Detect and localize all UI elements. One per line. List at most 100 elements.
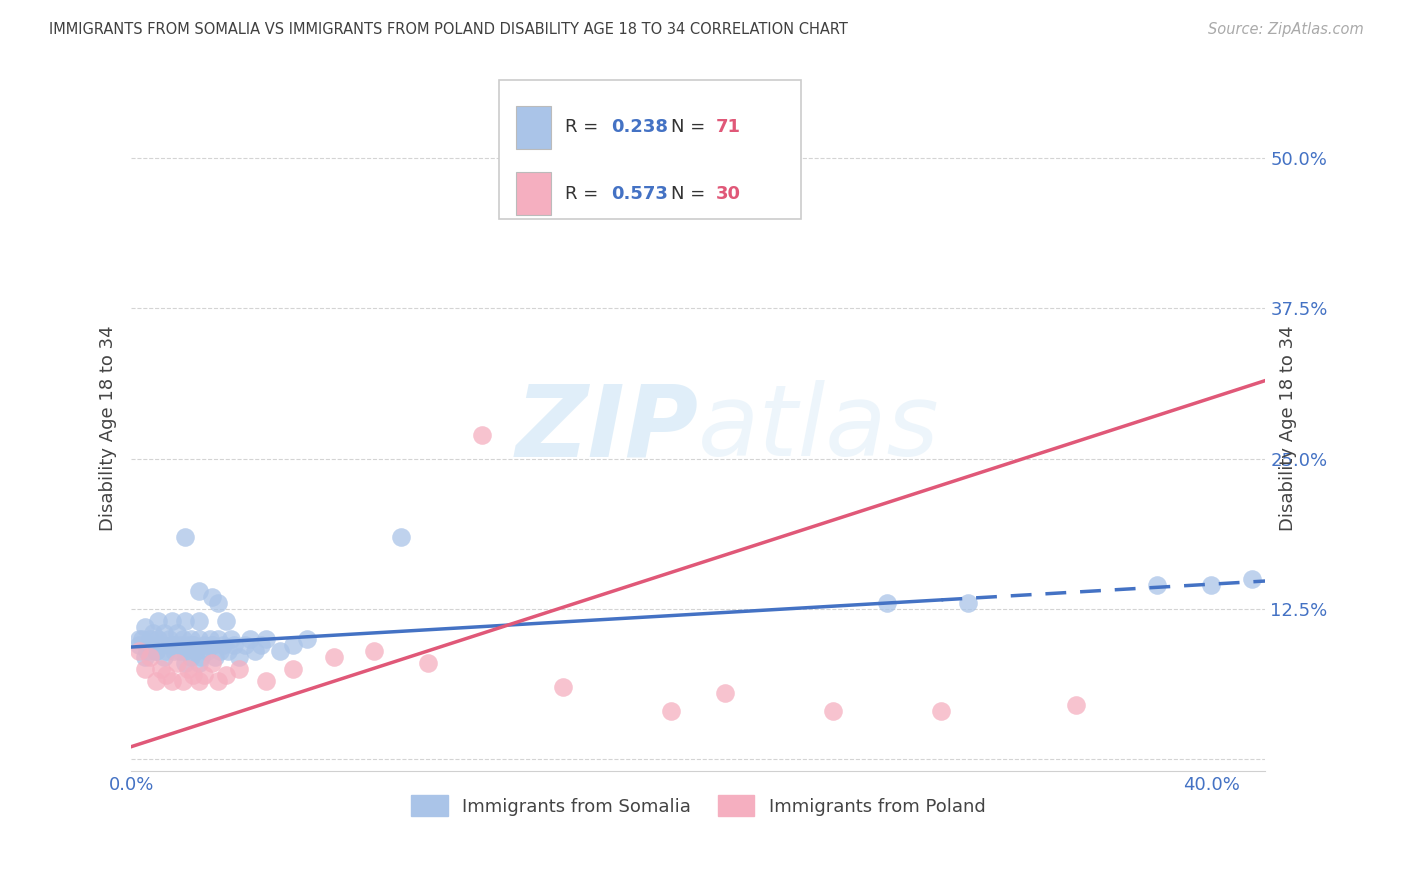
- Point: [193, 638, 215, 652]
- Point: [134, 649, 156, 664]
- Point: [134, 662, 156, 676]
- Point: [139, 632, 162, 646]
- Text: N =: N =: [671, 185, 710, 202]
- Point: [169, 643, 191, 657]
- Point: [283, 638, 305, 652]
- Point: [160, 638, 183, 652]
- Point: [148, 632, 170, 646]
- Point: [201, 638, 224, 652]
- Point: [174, 656, 197, 670]
- Point: [217, 643, 239, 657]
- Point: [187, 632, 209, 646]
- Y-axis label: Disability Age 18 to 34: Disability Age 18 to 34: [100, 326, 117, 532]
- Point: [131, 632, 153, 646]
- Point: [184, 643, 207, 657]
- Point: [174, 530, 197, 544]
- Point: [363, 643, 385, 657]
- Point: [160, 614, 183, 628]
- Point: [183, 638, 205, 652]
- Text: 0.573: 0.573: [612, 185, 668, 202]
- Point: [149, 638, 172, 652]
- Point: [195, 643, 218, 657]
- Point: [201, 656, 224, 670]
- Point: [207, 632, 229, 646]
- Point: [174, 643, 197, 657]
- Point: [876, 596, 898, 610]
- Point: [233, 638, 256, 652]
- Point: [149, 662, 172, 676]
- Point: [198, 632, 221, 646]
- Text: atlas: atlas: [699, 380, 941, 477]
- Point: [187, 656, 209, 670]
- Point: [215, 667, 238, 681]
- Point: [148, 614, 170, 628]
- Point: [160, 638, 183, 652]
- Point: [239, 632, 262, 646]
- Point: [215, 614, 238, 628]
- Point: [187, 673, 209, 688]
- Point: [931, 704, 953, 718]
- Point: [190, 649, 212, 664]
- Point: [201, 638, 224, 652]
- Point: [183, 667, 205, 681]
- Point: [155, 667, 177, 681]
- Text: IMMIGRANTS FROM SOMALIA VS IMMIGRANTS FROM POLAND DISABILITY AGE 18 TO 34 CORREL: IMMIGRANTS FROM SOMALIA VS IMMIGRANTS FR…: [49, 22, 848, 37]
- Point: [180, 632, 202, 646]
- Point: [145, 643, 167, 657]
- Text: Source: ZipAtlas.com: Source: ZipAtlas.com: [1208, 22, 1364, 37]
- Point: [283, 662, 305, 676]
- Point: [207, 596, 229, 610]
- Point: [269, 643, 291, 657]
- Legend: Immigrants from Somalia, Immigrants from Poland: Immigrants from Somalia, Immigrants from…: [405, 788, 993, 823]
- Point: [139, 649, 162, 664]
- Point: [136, 643, 159, 657]
- Point: [389, 530, 412, 544]
- Point: [471, 427, 494, 442]
- Point: [160, 673, 183, 688]
- Point: [209, 643, 232, 657]
- Point: [163, 643, 186, 657]
- Text: 71: 71: [716, 119, 741, 136]
- Point: [254, 673, 277, 688]
- Point: [187, 583, 209, 598]
- Point: [418, 656, 440, 670]
- Point: [254, 632, 277, 646]
- Point: [128, 632, 150, 646]
- Point: [957, 596, 980, 610]
- Point: [219, 632, 242, 646]
- Point: [157, 632, 180, 646]
- Point: [207, 673, 229, 688]
- Point: [250, 638, 273, 652]
- Point: [714, 686, 737, 700]
- Point: [201, 590, 224, 604]
- Point: [177, 662, 200, 676]
- Text: R =: R =: [565, 119, 605, 136]
- Point: [212, 638, 235, 652]
- Text: 0.238: 0.238: [612, 119, 669, 136]
- Point: [193, 667, 215, 681]
- Text: 30: 30: [716, 185, 741, 202]
- Text: ZIP: ZIP: [516, 380, 699, 477]
- Point: [166, 625, 188, 640]
- Point: [204, 649, 226, 664]
- Point: [180, 649, 202, 664]
- Y-axis label: Disability Age 18 to 34: Disability Age 18 to 34: [1279, 326, 1298, 532]
- Point: [295, 632, 318, 646]
- Point: [128, 638, 150, 652]
- Point: [172, 632, 194, 646]
- Point: [128, 643, 150, 657]
- Point: [1146, 577, 1168, 591]
- Point: [183, 638, 205, 652]
- Point: [187, 614, 209, 628]
- Point: [174, 614, 197, 628]
- Point: [152, 649, 174, 664]
- Point: [166, 656, 188, 670]
- Point: [661, 704, 683, 718]
- Point: [172, 673, 194, 688]
- Point: [823, 704, 845, 718]
- Point: [222, 638, 245, 652]
- Text: N =: N =: [671, 119, 710, 136]
- Point: [553, 680, 575, 694]
- Point: [134, 619, 156, 633]
- Point: [228, 662, 250, 676]
